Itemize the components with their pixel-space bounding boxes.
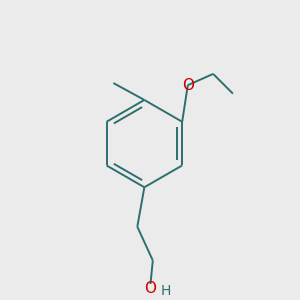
Text: H: H (160, 284, 171, 298)
Text: O: O (144, 281, 156, 296)
Text: O: O (182, 78, 194, 93)
